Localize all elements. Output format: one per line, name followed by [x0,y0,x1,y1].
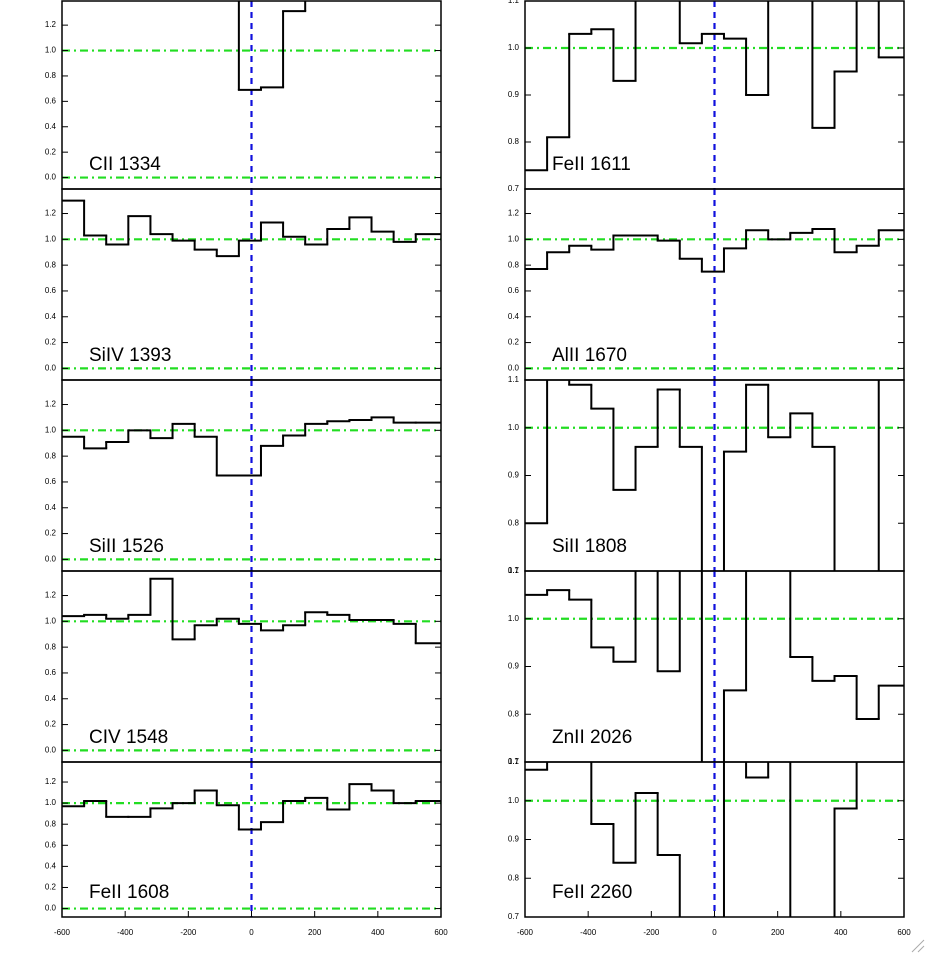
panel [62,762,441,917]
x-tick-label: -200 [180,928,197,937]
y-tick-label: 1.2 [45,400,57,409]
y-tick-label: 0.2 [45,720,57,729]
panel [525,762,904,917]
y-tick-label: 1.0 [45,798,57,807]
y-tick-label: 0.4 [45,312,57,321]
panel-label: FeII 1608 [89,882,169,903]
y-tick-label: 0.7 [508,184,520,193]
panel [525,571,904,762]
y-tick-label: 0.0 [508,363,520,372]
y-tick-label: 0.8 [45,71,57,80]
y-tick-label: 0.0 [45,173,57,182]
y-tick-label: 0.2 [45,529,57,538]
x-tick-label: 600 [897,928,911,937]
y-tick-label: 1.1 [508,0,520,5]
panel-label: SiII 1526 [89,536,164,557]
y-tick-label: 1.2 [45,20,57,29]
x-tick-label: 400 [371,928,385,937]
y-tick-label: 0.8 [45,260,57,269]
y-tick-label: 1.1 [508,757,520,766]
y-tick-label: 1.1 [508,566,520,575]
y-tick-label: 1.2 [508,209,520,218]
y-tick-label: 0.8 [45,642,57,651]
x-tick-label: 0 [712,928,717,937]
y-tick-label: 1.0 [508,423,520,432]
panel [62,1,441,189]
panel-label: SiII 1808 [552,536,627,557]
y-tick-label: 0.8 [508,873,520,882]
y-tick-label: 0.4 [508,312,520,321]
y-tick-label: 0.8 [45,451,57,460]
y-tick-label: 0.8 [508,260,520,269]
x-tick-label: -400 [117,928,134,937]
y-tick-label: 0.6 [508,286,520,295]
panel-label: CII 1334 [89,154,161,175]
y-tick-label: 1.1 [508,375,520,384]
x-tick-label: -600 [517,928,534,937]
y-tick-label: 1.0 [508,43,520,52]
y-tick-label: 0.9 [508,90,520,99]
y-tick-label: 0.6 [45,668,57,677]
y-tick-label: 0.8 [508,137,520,146]
y-tick-label: 0.9 [508,662,520,671]
y-tick-label: 1.0 [45,234,57,243]
y-tick-label: 0.9 [508,471,520,480]
panel-label: FeII 1611 [552,154,631,175]
panel-label: ZnII 2026 [552,727,632,748]
resize-grip [911,939,925,953]
y-tick-label: 1.0 [508,614,520,623]
y-tick-label: 0.2 [45,147,57,156]
x-tick-label: 200 [308,928,322,937]
panel-label: FeII 2260 [552,882,632,903]
panel-label: AlII 1670 [552,345,627,366]
x-tick-label: 400 [834,928,848,937]
y-tick-label: 0.7 [508,757,520,766]
x-tick-label: 600 [434,928,448,937]
y-tick-label: 1.0 [45,425,57,434]
x-tick-label: -400 [580,928,597,937]
panel-label: CIV 1548 [89,727,168,748]
y-tick-label: 0.6 [45,840,57,849]
y-tick-label: 1.2 [45,209,57,218]
y-tick-label: 0.4 [45,694,57,703]
y-tick-label: 0.8 [45,819,57,828]
y-tick-label: 0.4 [45,861,57,870]
y-tick-label: 0.4 [45,122,57,131]
panel [525,380,904,571]
y-tick-label: 1.0 [45,616,57,625]
x-tick-label: -200 [643,928,660,937]
panel [62,571,441,762]
y-tick-label: 0.2 [45,883,57,892]
x-tick-label: 0 [249,928,254,937]
y-tick-label: 0.4 [45,503,57,512]
y-tick-label: 1.0 [508,234,520,243]
panel-label: SiIV 1393 [89,345,171,366]
y-tick-label: 0.7 [508,912,520,921]
y-tick-label: 0.2 [45,338,57,347]
panel [525,189,904,380]
y-tick-label: 0.6 [45,477,57,486]
panel [525,1,904,189]
y-tick-label: 1.2 [45,591,57,600]
y-tick-label: 0.7 [508,566,520,575]
y-tick-label: 1.2 [45,777,57,786]
y-tick-label: 1.0 [45,46,57,55]
y-tick-label: 0.8 [508,518,520,527]
y-tick-label: 0.8 [508,709,520,718]
y-tick-label: 0.6 [45,96,57,105]
y-tick-label: 0.0 [45,904,57,913]
x-tick-label: -600 [54,928,71,937]
y-tick-label: 0.0 [45,745,57,754]
y-tick-label: 0.6 [45,286,57,295]
y-tick-label: 1.0 [508,796,520,805]
y-tick-label: 0.0 [45,554,57,563]
x-tick-label: 200 [771,928,785,937]
y-tick-label: 0.2 [508,338,520,347]
panel [62,380,441,571]
y-tick-label: 0.0 [45,363,57,372]
y-tick-label: 0.9 [508,835,520,844]
panel [62,189,441,380]
